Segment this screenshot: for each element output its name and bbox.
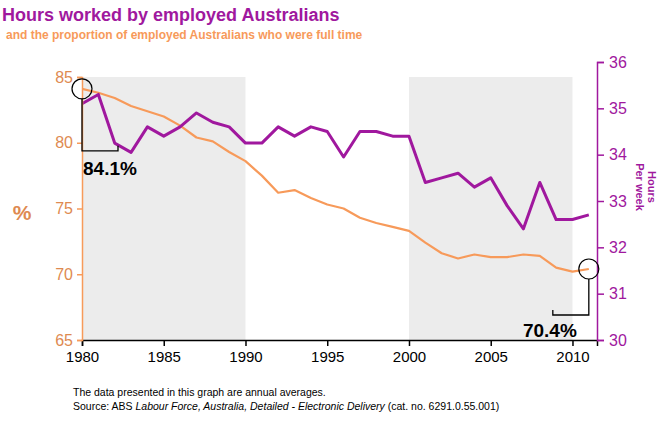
annotation-label: 84.1% [83,158,137,179]
tick: 75 [55,200,82,217]
tick: 36 [597,54,627,71]
tick-label: 2010 [556,348,589,365]
plot-lines [82,89,589,272]
tick-mark [327,340,329,346]
tick-mark [490,340,492,346]
axis-xticks: 1980 1985 1990 1995 2000 2005 2010 [66,340,598,365]
tick: 30 [597,332,627,349]
tick: 2005 [475,340,508,365]
axis-y2ticks: 30 31 32 33 34 35 36 [597,54,627,349]
tick-mark [163,340,165,346]
tick-mark [597,247,604,249]
source-part: (cat. no. 6291.0.55.001) [385,400,499,412]
series-line [82,94,589,228]
y2-axis-title: HoursPer week [634,163,658,212]
axis-line [598,63,605,341]
tick-label: 32 [609,239,627,256]
tick: 1990 [229,340,262,365]
tick-mark [597,154,604,156]
tick-label: 36 [609,54,627,71]
annotations: 84.1% 70.4% [72,79,599,341]
annotation-leader [553,279,589,315]
tick: 65 [55,332,82,349]
tick: 80 [55,134,82,151]
source: Source: ABS Labour Force, Australia, Det… [73,400,499,412]
tick-label: 30 [609,332,627,349]
tick-label: 31 [609,285,627,302]
bands [82,77,572,340]
tick-label: 35 [609,100,627,117]
tick: 1985 [148,340,181,365]
tick: 1995 [311,340,344,365]
source-part: Labour Force, Australia, Detailed - Elec… [135,400,385,412]
tick: 2000 [393,340,426,365]
source-part: Source: ABS [73,400,135,412]
tick-label: 33 [609,193,627,210]
tick-mark [77,77,82,79]
tick-mark [77,340,82,342]
tick: 70 [55,266,82,283]
axis-yticks: 65 70 75 80 85 [55,69,82,349]
tick: 33 [597,193,627,210]
tick-label: 2005 [475,348,508,365]
tick: 85 [55,69,82,86]
annotation-leader [82,99,118,151]
tick-label: 75 [55,200,73,217]
y2-axis-title-line: Hours [646,171,658,203]
axis-line [83,341,598,347]
tick-label: 80 [55,134,73,151]
tick-mark [409,340,411,346]
annotation-label: 70.4% [523,320,577,341]
y2-axis-title-line: Per week [634,163,646,212]
tick-label: 1995 [311,348,344,365]
y-axis-title: % [13,201,32,224]
tick-mark [597,293,604,295]
tick-mark [245,340,247,346]
tick-mark [77,274,82,276]
chart-container: 1980 1985 1990 1995 2000 2005 2010 65 70 75 80 85 30… [0,0,662,424]
tick: 31 [597,285,627,302]
band [409,77,572,340]
subtitle: and the proportion of employed Australia… [6,28,363,42]
note: The data presented in this graph are ann… [73,386,326,398]
tick-label: 1980 [66,348,99,365]
chart-svg: 1980 1985 1990 1995 2000 2005 2010 65 70 75 80 85 30… [0,0,662,424]
tick-label: 65 [55,332,73,349]
tick-label: 34 [609,146,627,163]
tick-mark [77,143,82,145]
title: Hours worked by employed Australians [2,5,339,25]
tick-label: 1985 [148,348,181,365]
series-line [82,89,589,272]
tick-mark [597,62,604,64]
tick-label: 2000 [393,348,426,365]
tick-mark [77,208,82,210]
tick-label: 1990 [229,348,262,365]
tick-label: 70 [55,266,73,283]
tick: 34 [597,146,627,163]
tick-mark [597,201,604,203]
annotation-marker [72,79,92,99]
tick: 2010 [556,340,589,365]
tick-mark [597,340,604,342]
tick-mark [597,108,604,110]
tick: 32 [597,239,627,256]
tick-label: 85 [55,69,73,86]
tick: 35 [597,100,627,117]
annotation-marker [579,259,599,279]
